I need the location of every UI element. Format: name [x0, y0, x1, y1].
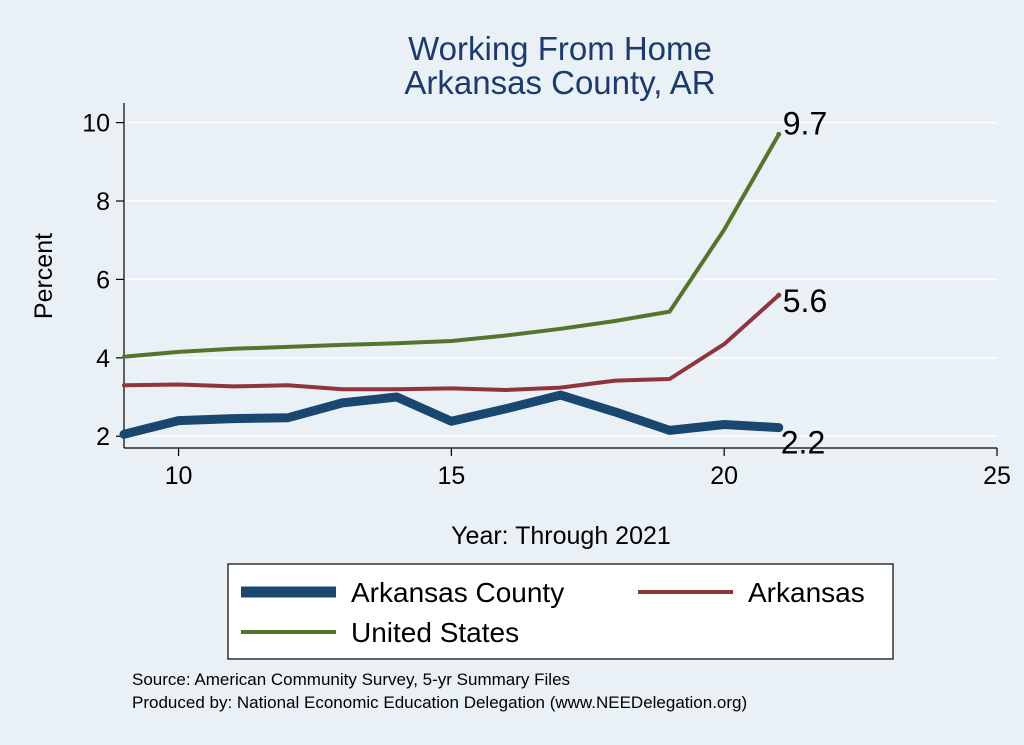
legend-label-united-states: United States: [351, 617, 519, 648]
x-tick-label: 25: [983, 462, 1011, 490]
series-line-arkansas-county: [119, 390, 784, 439]
legend-box: [227, 563, 894, 660]
source-notes: Source: American Community Survey, 5-yr …: [132, 670, 747, 712]
x-axis-title: Year: Through 2021: [451, 522, 671, 550]
legend-label-arkansas: Arkansas: [748, 577, 865, 608]
chart-title-line-2: Arkansas County, AR: [404, 64, 715, 101]
x-tick-label: 15: [437, 462, 465, 490]
legend: Arkansas County Arkansas United States: [227, 563, 894, 660]
y-tick-label: 8: [96, 188, 110, 216]
x-tick-label: 10: [165, 462, 193, 490]
y-tick-label: 4: [96, 345, 110, 373]
gridlines: [124, 121, 997, 437]
end-label-united-states: 9.7: [783, 105, 827, 141]
y-tick-label: 2: [96, 423, 110, 451]
series-end-marker-arkansas-county: [776, 425, 782, 431]
plot-area: [124, 103, 997, 448]
chart-title: Working From Home Arkansas County, AR: [404, 30, 715, 101]
end-labels: 2.2 5.6 9.7: [781, 105, 827, 460]
source-note: Source: American Community Survey, 5-yr …: [132, 670, 570, 689]
axes: 2 4 6 8 10 10 15 20 25: [82, 103, 1011, 490]
y-tick-label: 10: [82, 110, 110, 138]
legend-label-arkansas-county: Arkansas County: [351, 577, 564, 608]
chart-title-line-1: Working From Home: [408, 30, 712, 67]
series-line-united-states: [122, 132, 781, 359]
y-tick-label: 6: [96, 266, 110, 294]
x-tick-label: 20: [710, 462, 738, 490]
series-line-arkansas: [122, 293, 781, 392]
end-label-arkansas-county: 2.2: [781, 425, 825, 461]
y-axis-title: Percent: [30, 233, 58, 319]
end-label-arkansas: 5.6: [783, 283, 827, 319]
series-end-marker-united-states: [776, 131, 782, 137]
produced-by-note: Produced by: National Economic Education…: [132, 693, 747, 712]
series-lines: [119, 131, 784, 439]
series-end-marker-arkansas: [776, 292, 782, 298]
